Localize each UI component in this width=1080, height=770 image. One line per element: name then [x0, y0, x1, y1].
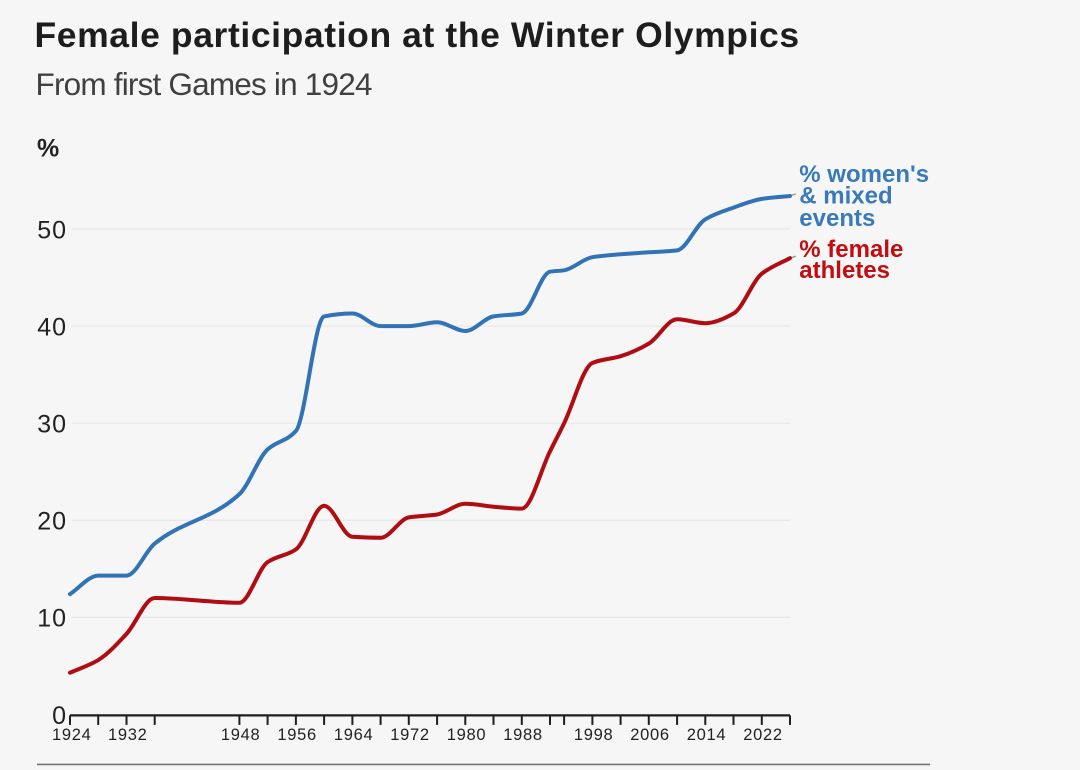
svg-text:athletes: athletes — [799, 257, 890, 284]
svg-text:1932: 1932 — [108, 726, 148, 744]
svg-text:2006: 2006 — [630, 726, 670, 744]
svg-text:1924: 1924 — [52, 726, 92, 744]
svg-text:From first Games in 1924: From first Games in 1924 — [36, 66, 372, 102]
svg-text:1964: 1964 — [334, 726, 374, 744]
svg-text:% female: % female — [799, 236, 903, 263]
svg-text:% women's: % women's — [799, 161, 929, 188]
svg-text:%: % — [37, 135, 59, 163]
svg-text:10: 10 — [37, 605, 67, 633]
svg-text:& mixed: & mixed — [799, 182, 892, 209]
svg-text:Female participation at the Wi: Female participation at the Winter Olymp… — [35, 15, 800, 55]
svg-text:30: 30 — [37, 411, 67, 439]
svg-text:2014: 2014 — [687, 726, 727, 744]
svg-text:20: 20 — [37, 508, 67, 536]
svg-text:50: 50 — [37, 216, 67, 244]
svg-text:40: 40 — [37, 313, 67, 341]
svg-text:0: 0 — [52, 702, 67, 730]
svg-text:events: events — [799, 205, 875, 232]
svg-text:1956: 1956 — [277, 726, 317, 744]
svg-text:1998: 1998 — [574, 726, 614, 744]
svg-text:1972: 1972 — [390, 726, 430, 744]
svg-text:1980: 1980 — [447, 726, 487, 744]
svg-text:1948: 1948 — [221, 726, 261, 744]
svg-text:1988: 1988 — [503, 726, 543, 744]
svg-text:2022: 2022 — [743, 726, 783, 744]
